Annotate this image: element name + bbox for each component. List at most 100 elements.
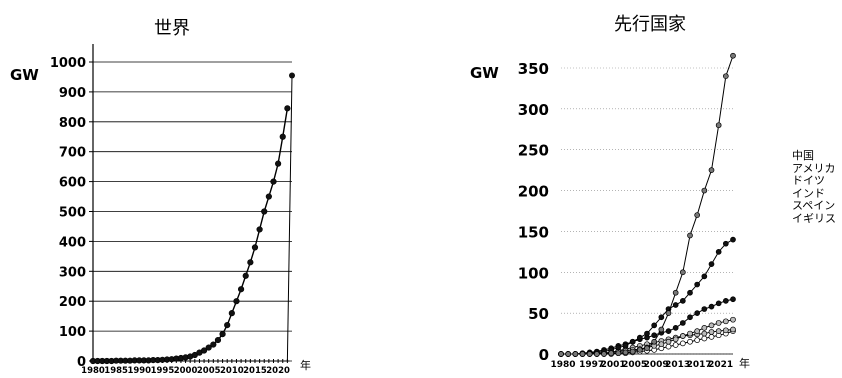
leading-y-tick-label: 0: [539, 346, 549, 364]
world-point-cross: [280, 359, 285, 363]
world-point-cross: [252, 359, 257, 363]
world-point: [219, 330, 226, 338]
world-point: [242, 272, 249, 279]
leading-series-line: [561, 55, 734, 355]
leading-y-tick-label: 100: [518, 264, 549, 282]
world-y-axis-label: GW: [10, 66, 39, 84]
legend-item-uk: イギリス: [792, 211, 836, 225]
legend-item-spain: スペイン: [792, 199, 836, 212]
leading-point: [687, 314, 693, 321]
world-series: [89, 72, 295, 365]
leading-y-tick-label: 300: [518, 101, 549, 119]
leading-point: [665, 343, 672, 350]
world-y-tick-label: 300: [59, 265, 86, 280]
leading-point: [715, 328, 722, 334]
leading-point: [593, 351, 600, 357]
world-point: [224, 322, 231, 329]
world-y-tick-label: 500: [59, 206, 86, 221]
world-x-tick-label: 2005: [197, 366, 221, 376]
legend-item-china: 中国: [792, 149, 814, 162]
world-point: [251, 244, 259, 251]
leading-point: [701, 273, 708, 280]
leading-legend: 中国 アメリカ ドイツ インド スペイン イギリス: [792, 149, 836, 225]
leading-point: [694, 281, 701, 288]
world-point: [228, 310, 235, 317]
leading-point: [679, 320, 686, 326]
world-y-tick-label: 600: [59, 176, 86, 191]
leading-point: [701, 330, 708, 337]
world-point-cross: [202, 359, 207, 363]
leading-x-tick-label: 2009: [644, 360, 669, 370]
leading-point: [672, 336, 679, 343]
world-point-cross: [248, 359, 253, 363]
leading-point: [615, 350, 622, 357]
world-x-tick-label: 2015: [243, 366, 267, 376]
world-point: [233, 298, 240, 305]
world-point: [237, 286, 245, 293]
leading-point: [622, 349, 629, 356]
world-x-tick-label: 1980: [81, 366, 105, 376]
leading-point: [708, 303, 715, 310]
leading-point: [629, 348, 636, 355]
leading-point: [679, 269, 686, 276]
world-point-cross: [192, 359, 197, 363]
leading-x-tick-label: 2021: [708, 360, 733, 370]
world-point: [205, 344, 212, 351]
world-y-tick-label: 1000: [50, 56, 86, 71]
leading-point: [730, 236, 736, 243]
world-point-cross: [239, 359, 244, 363]
leading-point: [665, 310, 672, 316]
leading-point: [722, 318, 729, 325]
world-point-cross: [243, 359, 248, 363]
world-point: [279, 133, 286, 140]
leading-point: [644, 330, 650, 337]
leading-point: [615, 344, 622, 351]
leading-y-tick-label: 250: [518, 142, 549, 160]
world-point: [270, 178, 277, 185]
leading-point: [730, 326, 736, 333]
world-grid: [89, 44, 292, 362]
leading-y-tick-label: 200: [518, 183, 549, 201]
leading-y-ticks: 0 50 100 150 200 250 300 350: [518, 60, 549, 364]
leading-point: [601, 351, 607, 357]
world-series-line: [93, 108, 289, 362]
leading-x-tick-label: 1997: [579, 360, 604, 370]
leading-point: [687, 338, 693, 345]
world-point: [200, 347, 208, 354]
world-point-cross: [229, 359, 234, 363]
world-x-tick-label: 1990: [127, 366, 151, 376]
leading-point: [730, 52, 736, 59]
world-y-tick-label: 800: [59, 116, 86, 131]
leading-x-tick-label: 2017: [687, 360, 712, 370]
leading-y-tick-label: 150: [518, 223, 549, 241]
world-point-top: [289, 72, 295, 79]
world-point-cross: [271, 359, 276, 363]
leading-point: [708, 329, 715, 335]
world-y-tick-label: 900: [59, 86, 86, 101]
leading-point: [687, 330, 693, 337]
world-point: [214, 336, 222, 344]
world-point: [265, 193, 272, 200]
world-x-tick-label: 2020: [266, 366, 290, 376]
leading-point: [608, 350, 615, 357]
world-point-cross: [234, 359, 239, 363]
leading-point: [679, 298, 686, 304]
world-point-cross: [188, 359, 193, 363]
world-point-cross: [211, 359, 216, 363]
leading-point: [701, 335, 708, 342]
world-y-tick-label: 0: [77, 355, 86, 370]
leading-grid: [561, 67, 733, 355]
leading-y-tick-label: 50: [528, 305, 549, 323]
leading-point: [722, 298, 729, 304]
leading-y-axis-label: GW: [470, 64, 499, 82]
leading-point: [722, 73, 729, 80]
world-point: [261, 208, 268, 215]
world-x-axis-suffix: 年: [300, 358, 311, 372]
leading-point: [565, 351, 572, 357]
leading-point: [730, 316, 736, 323]
leading-point: [672, 302, 679, 308]
world-point: [284, 105, 291, 112]
leading-point: [715, 320, 722, 326]
leading-point: [730, 296, 736, 303]
